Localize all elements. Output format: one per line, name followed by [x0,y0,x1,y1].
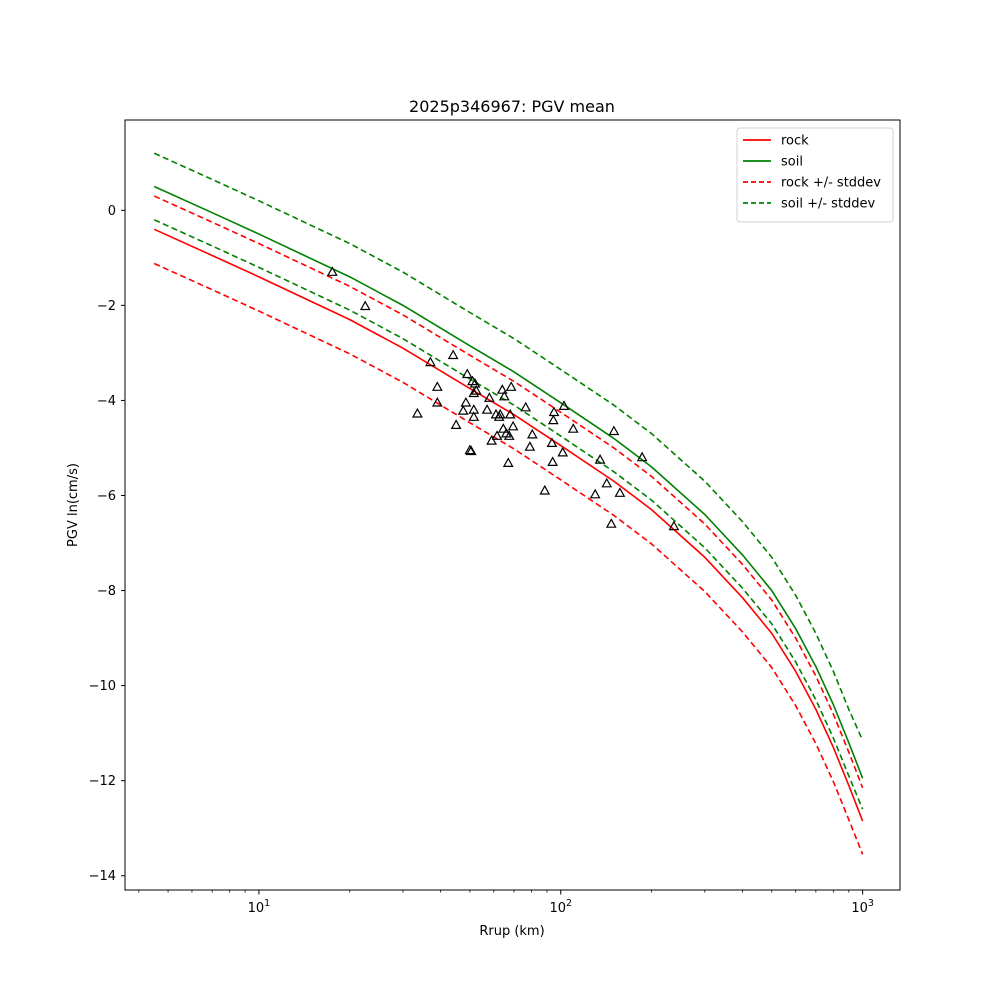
data-point [548,406,560,417]
data-point [547,456,559,466]
data-point [326,266,338,276]
data-point [464,444,476,455]
series-line-0 [153,228,864,822]
series-line-4 [153,152,864,741]
data-point [539,484,551,495]
data-point [526,428,538,439]
data-point [491,430,503,440]
y-tick-label: −14 [89,869,116,884]
data-point [524,441,536,451]
data-point [546,437,558,447]
data-point [497,423,509,433]
y-tick-label: 0 [108,204,116,219]
data-point [469,377,481,388]
data-point [460,396,472,407]
data-point [411,407,423,418]
data-point [547,414,559,425]
series-line-3 [153,262,864,855]
legend-label: soil [781,155,803,170]
series-line-2 [153,195,864,789]
x-tick-label: 101 [248,898,271,916]
data-point [614,487,626,497]
x-tick-label: 103 [851,898,874,916]
legend-label: rock +/- stddev [781,176,881,191]
data-point [594,453,606,464]
data-point [558,400,570,410]
y-tick-label: −2 [97,299,116,314]
data-point [359,300,371,311]
legend-box [736,127,894,223]
data-point [481,404,493,414]
data-point [461,368,473,379]
data-point [498,390,510,401]
y-tick-label: −12 [89,774,116,789]
series-line-5 [153,219,864,810]
data-point [567,423,579,433]
data-point [450,419,462,429]
data-point [636,451,648,462]
data-point [496,384,508,394]
data-point [465,445,477,456]
data-point [504,408,516,419]
data-point [457,405,469,415]
y-axis-title: PGV ln(cm/s) [66,463,81,547]
data-point [483,392,495,402]
data-point [503,430,515,440]
plot-area [153,152,864,855]
data-point [557,446,569,457]
y-tick-label: −10 [89,679,116,694]
data-point [486,434,498,445]
axes: 0 −2 −4 −6 −8 −10 −12 −14 101 102 103 [89,119,901,916]
data-point [520,401,532,412]
legend: rock soil rock +/- stddev soil +/- stddev [736,127,894,223]
data-point [494,408,506,419]
data-point [425,356,436,367]
y-tick-label: −8 [97,584,116,599]
legend-label: rock [781,134,809,149]
legend-label: soil +/- stddev [781,197,876,212]
plot-frame [124,119,901,891]
data-point [431,381,443,391]
data-point [502,457,514,467]
data-point [468,411,480,421]
chart-title: 2025p346967: PGV mean [409,97,615,116]
x-tick-label: 102 [549,898,572,916]
data-point [589,488,601,499]
series-line-1 [153,185,864,779]
data-point [605,518,617,528]
data-point [447,349,459,360]
data-point [608,425,620,436]
data-point [468,387,480,398]
x-axis-title: Rrup (km) [479,924,544,939]
data-point [507,420,519,431]
data-point [601,477,613,488]
data-point [668,520,680,531]
data-point [470,385,482,395]
y-tick-label: −6 [97,489,116,504]
data-point [505,381,517,391]
y-tick-label: −4 [97,394,116,409]
data-point [431,396,443,407]
